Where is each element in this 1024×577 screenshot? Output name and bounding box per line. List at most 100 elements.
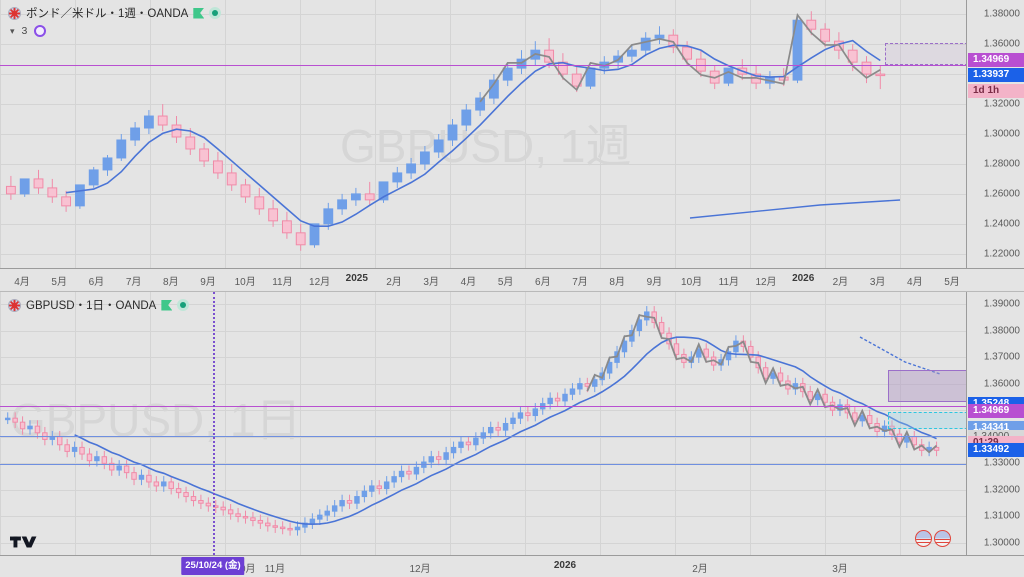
time-axis-tick: 12月 (309, 277, 331, 288)
time-axis-tick: 6月 (88, 277, 105, 288)
gridline-horizontal (0, 357, 966, 358)
gridline-vertical (300, 0, 301, 268)
time-axis-tick: 3月 (423, 277, 439, 288)
gridline-horizontal (0, 14, 966, 15)
gridline-vertical (0, 292, 1, 555)
plot-area-daily[interactable]: GBPUSD, 1日 (0, 292, 966, 555)
green-flag-icon (161, 299, 173, 311)
time-axis-tick: 10月 (234, 564, 256, 575)
price-axis-tick: 1.36000 (983, 378, 1020, 390)
crosshair-date-label: 25/10/24 (金) (181, 557, 245, 575)
gridline-horizontal (0, 224, 966, 225)
green-dot-icon (177, 299, 190, 311)
us-flag-event-icon[interactable] (934, 530, 951, 547)
green-flag-icon (193, 7, 205, 19)
chart-pane-weekly[interactable]: GBPUSD, 1週 ポンド／米ドル・1週・OANDA ▾ 3 1.38000 1… (0, 0, 1024, 290)
green-dot-icon (209, 7, 222, 19)
time-axis-tick: 2月 (692, 564, 708, 575)
price-axis-tick: 1.24000 (983, 218, 1020, 230)
price-axis-tick: 1.38000 (983, 325, 1020, 337)
gridline-horizontal (0, 164, 966, 165)
price-axis-tick: 1.22000 (983, 248, 1020, 260)
gridline-vertical (525, 292, 526, 555)
candlestick-series-daily (4, 306, 941, 536)
gridline-horizontal (0, 304, 966, 305)
time-axis-tick: 11月 (264, 564, 286, 575)
uk-flag-icon (8, 6, 21, 20)
indicator-count: 3 (21, 25, 28, 37)
time-axis-tick: 4月 (907, 277, 923, 288)
symbol-title[interactable]: ポンド／米ドル・1週・OANDA (26, 8, 189, 20)
drawing-horizontal-line-blue-upper[interactable] (0, 436, 966, 437)
price-axis-tick: 1.38000 (983, 8, 1020, 20)
time-axis-tick: 12月 (755, 277, 777, 288)
gridline-horizontal (0, 490, 966, 491)
price-axis-tick: 1.28000 (983, 158, 1020, 170)
time-axis-tick: 2月 (832, 277, 849, 288)
drawing-horizontal-line-blue-lower[interactable] (0, 464, 966, 465)
time-axis-tick: 2月 (386, 277, 402, 288)
time-axis-tick: 11月 (718, 277, 739, 288)
price-axis-tick: 1.26000 (983, 188, 1020, 200)
price-axis-tick: 1.39000 (983, 298, 1020, 310)
price-axis-weekly[interactable]: 1.380001.360001.340001.320001.300001.280… (966, 0, 1024, 268)
plot-area-weekly[interactable]: GBPUSD, 1週 (0, 0, 966, 268)
gridline-horizontal (0, 254, 966, 255)
gridline-horizontal (0, 74, 966, 75)
gridline-horizontal (0, 543, 966, 544)
gridline-vertical (375, 0, 376, 268)
price-badge-purple[interactable]: 1.34969 (968, 404, 1024, 419)
price-axis-tick: 1.31000 (983, 510, 1020, 522)
gridline-horizontal (0, 516, 966, 517)
countdown-badge[interactable]: 1d 1h (968, 83, 1024, 98)
drawing-horizontal-line-purple[interactable] (0, 65, 966, 66)
price-badge-purple[interactable]: 1.34969 (968, 52, 1024, 67)
gridline-vertical (150, 0, 151, 268)
chart-legend-daily[interactable]: GBPUSD・1日・OANDA (8, 297, 190, 313)
drawing-horizontal-line-purple[interactable] (0, 406, 966, 407)
time-axis-tick: 5月 (497, 277, 514, 288)
price-badge-last[interactable]: 1.33937 (968, 68, 1024, 83)
price-axis-tick: 1.30000 (983, 128, 1020, 140)
gridline-vertical (225, 0, 226, 268)
time-axis-tick: 10月 (681, 277, 703, 288)
gridline-vertical (750, 292, 751, 555)
chart-legend-weekly[interactable]: ポンド／米ドル・1週・OANDA (8, 5, 222, 21)
price-axis-daily[interactable]: 1.390001.380001.370001.360001.350001.340… (966, 292, 1024, 555)
gridline-vertical (825, 0, 826, 268)
time-axis-tick: 10月 (234, 277, 256, 288)
price-axis-tick: 1.32000 (983, 484, 1020, 496)
chevron-down-icon[interactable]: ▾ (10, 25, 15, 36)
price-badge-last[interactable]: 1.33492 (968, 443, 1024, 458)
gridline-vertical (900, 0, 901, 268)
candlestick-series-weekly (5, 11, 901, 251)
time-axis-daily[interactable]: 10月 11月 12月 2026 2月 3月 25/10/24 (金) (0, 555, 1024, 577)
gridline-vertical (375, 292, 376, 555)
gridline-vertical (750, 0, 751, 268)
symbol-title[interactable]: GBPUSD・1日・OANDA (26, 300, 157, 312)
time-axis-tick: 11月 (272, 277, 293, 288)
time-axis-weekly[interactable]: 4月 5月 6月 7月 8月 9月 10月 11月 12月 2025 2月 3月 4月 5月 6月 7月 8月 9… (0, 268, 1024, 290)
time-axis-tick: 2025 (345, 273, 368, 284)
purple-circle-indicator-icon[interactable] (34, 25, 47, 37)
gridline-horizontal (0, 331, 966, 332)
crosshair-vertical-line (213, 292, 215, 555)
time-axis-tick: 8月 (609, 277, 625, 288)
tradingview-logo[interactable] (10, 533, 38, 551)
drawing-rectangle-dashed-cyan[interactable] (888, 412, 966, 429)
chart-legend-indicators-weekly[interactable]: ▾ 3 (10, 25, 47, 37)
uk-flag-icon (8, 298, 21, 312)
us-flag-event-icon[interactable] (915, 530, 932, 547)
time-axis-tick: 7月 (572, 277, 588, 288)
drawing-rectangle-filled[interactable] (888, 370, 966, 402)
chart-pane-daily[interactable]: GBPUSD, 1日 GBPUSD・1日・OANDA 1.39000 1.3800… (0, 291, 1024, 577)
time-axis-tick: 5月 (944, 277, 960, 288)
time-axis-tick: 3月 (832, 564, 848, 575)
price-axis-tick: 1.33000 (983, 457, 1020, 469)
price-axis-tick: 1.32000 (983, 98, 1020, 110)
gridline-horizontal (0, 410, 966, 411)
time-axis-tick: 12月 (409, 564, 431, 575)
gridline-horizontal (0, 44, 966, 45)
drawing-rectangle-dashed[interactable] (885, 43, 966, 65)
